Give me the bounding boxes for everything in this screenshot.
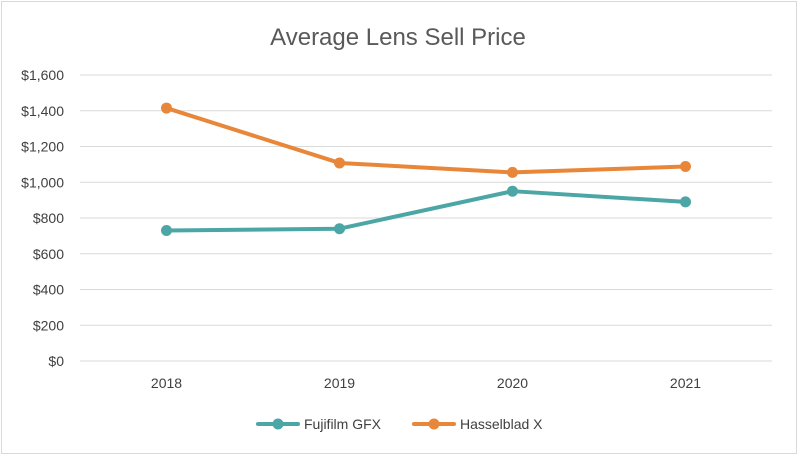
series-line-0 [164, 189, 688, 233]
y-tick-label: $0 [48, 353, 64, 369]
legend: Fujifilm GFX Hasselblad X [256, 416, 543, 432]
grid-lines [80, 74, 772, 362]
legend-label: Hasselblad X [460, 416, 543, 432]
y-axis-ticks: $0 $200 $400 $600 $800 $1,000 $1,200 $1,400 $1,6… [21, 67, 64, 369]
y-tick-label: $200 [33, 317, 64, 333]
legend-swatch-marker [272, 418, 284, 430]
x-axis-ticks: 2018 2019 2020 2021 [151, 375, 701, 391]
chart-title: Average Lens Sell Price [270, 24, 526, 51]
data-point [161, 102, 172, 114]
x-tick-label: 2020 [497, 375, 528, 391]
y-tick-label: $1,200 [21, 139, 64, 155]
data-point [680, 196, 691, 208]
data-point [161, 225, 172, 237]
y-tick-label: $1,600 [21, 67, 64, 83]
y-tick-label: $600 [33, 246, 64, 262]
legend-label: Fujifilm GFX [304, 416, 382, 432]
data-point [334, 157, 345, 169]
y-tick-label: $800 [33, 210, 64, 226]
x-tick-label: 2018 [151, 375, 182, 391]
data-point [334, 223, 345, 235]
legend-swatch-marker [428, 418, 440, 430]
data-point [507, 166, 518, 178]
x-tick-label: 2019 [324, 375, 355, 391]
data-point [507, 185, 518, 197]
y-tick-label: $1,000 [21, 174, 64, 190]
x-tick-label: 2021 [670, 375, 701, 391]
y-tick-label: $1,400 [21, 103, 64, 119]
series-group [161, 102, 691, 237]
data-point [680, 161, 691, 173]
y-tick-label: $400 [33, 282, 64, 298]
series-line-1 [164, 106, 688, 175]
